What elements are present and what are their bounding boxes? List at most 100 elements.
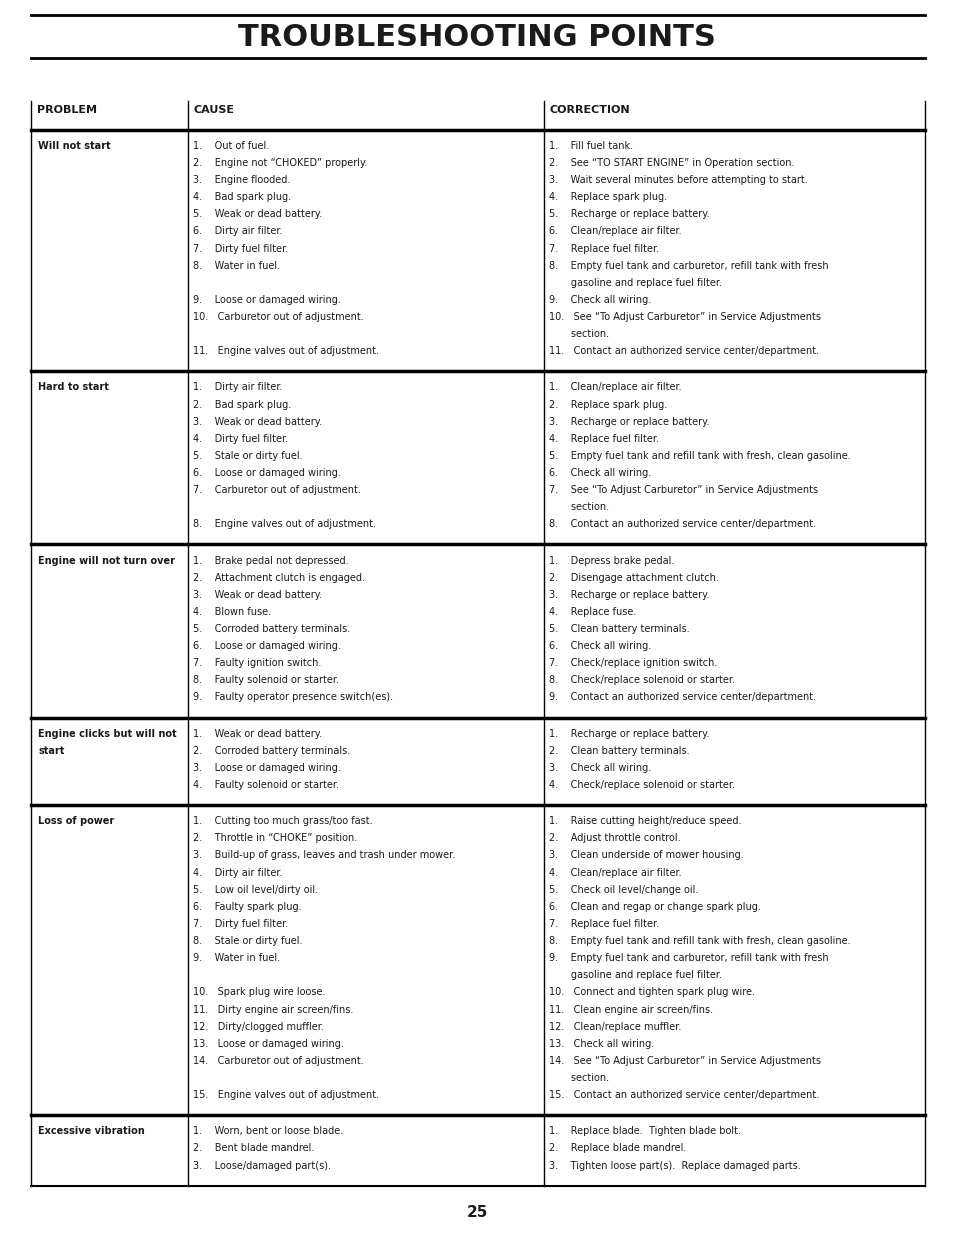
Text: 2.    Throttle in “CHOKE” position.: 2. Throttle in “CHOKE” position. [193, 834, 356, 844]
Text: 11.   Dirty engine air screen/fins.: 11. Dirty engine air screen/fins. [193, 1004, 353, 1014]
Text: Will not start: Will not start [38, 141, 111, 151]
Text: 2.    See “TO START ENGINE” in Operation section.: 2. See “TO START ENGINE” in Operation se… [548, 158, 793, 168]
Text: 8.    Faulty solenoid or starter.: 8. Faulty solenoid or starter. [193, 676, 338, 685]
Text: 11.   Contact an authorized service center/department.: 11. Contact an authorized service center… [548, 346, 818, 356]
Text: 4.    Dirty fuel filter.: 4. Dirty fuel filter. [193, 433, 288, 443]
Text: 8.    Empty fuel tank and carburetor, refill tank with fresh: 8. Empty fuel tank and carburetor, refil… [548, 261, 827, 270]
Text: 7.    Replace fuel filter.: 7. Replace fuel filter. [548, 243, 658, 253]
Text: 7.    Check/replace ignition switch.: 7. Check/replace ignition switch. [548, 658, 716, 668]
Text: Engine will not turn over: Engine will not turn over [38, 556, 175, 566]
Text: 12.   Clean/replace muffler.: 12. Clean/replace muffler. [548, 1021, 680, 1031]
Text: section.: section. [548, 329, 608, 340]
Text: 1.    Fill fuel tank.: 1. Fill fuel tank. [548, 141, 632, 151]
Text: 6.    Clean and regap or change spark plug.: 6. Clean and regap or change spark plug. [548, 902, 760, 911]
Text: 2.    Engine not “CHOKED” properly.: 2. Engine not “CHOKED” properly. [193, 158, 367, 168]
Text: 6.    Check all wiring.: 6. Check all wiring. [548, 468, 650, 478]
Text: 5.    Clean battery terminals.: 5. Clean battery terminals. [548, 624, 688, 634]
Text: 1.    Worn, bent or loose blade.: 1. Worn, bent or loose blade. [193, 1126, 342, 1136]
Text: 4.    Dirty air filter.: 4. Dirty air filter. [193, 868, 282, 878]
Text: 7.    Carburetor out of adjustment.: 7. Carburetor out of adjustment. [193, 485, 360, 495]
Text: CORRECTION: CORRECTION [549, 105, 630, 115]
Text: gasoline and replace fuel filter.: gasoline and replace fuel filter. [548, 278, 720, 288]
Text: 3.    Recharge or replace battery.: 3. Recharge or replace battery. [548, 416, 708, 426]
Text: 6.    Loose or damaged wiring.: 6. Loose or damaged wiring. [193, 468, 340, 478]
Text: 3.    Weak or dead battery.: 3. Weak or dead battery. [193, 416, 321, 426]
Text: 15.   Engine valves out of adjustment.: 15. Engine valves out of adjustment. [193, 1091, 378, 1100]
Text: 5.    Low oil level/dirty oil.: 5. Low oil level/dirty oil. [193, 884, 317, 894]
Text: 13.   Check all wiring.: 13. Check all wiring. [548, 1039, 653, 1049]
Text: 1.    Dirty air filter.: 1. Dirty air filter. [193, 383, 282, 393]
Text: 3.    Wait several minutes before attempting to start.: 3. Wait several minutes before attemptin… [548, 175, 806, 185]
Text: 4.    Check/replace solenoid or starter.: 4. Check/replace solenoid or starter. [548, 781, 734, 790]
Text: 10.   Spark plug wire loose.: 10. Spark plug wire loose. [193, 988, 325, 998]
Text: 5.    Weak or dead battery.: 5. Weak or dead battery. [193, 209, 321, 220]
Text: Excessive vibration: Excessive vibration [38, 1126, 145, 1136]
Text: PROBLEM: PROBLEM [37, 105, 97, 115]
Text: section.: section. [548, 503, 608, 513]
Text: 6.    Loose or damaged wiring.: 6. Loose or damaged wiring. [193, 641, 340, 651]
Text: Hard to start: Hard to start [38, 383, 109, 393]
Text: 2.    Disengage attachment clutch.: 2. Disengage attachment clutch. [548, 573, 718, 583]
Text: 5.    Corroded battery terminals.: 5. Corroded battery terminals. [193, 624, 350, 634]
Text: 4.    Bad spark plug.: 4. Bad spark plug. [193, 193, 291, 203]
Text: 6.    Faulty spark plug.: 6. Faulty spark plug. [193, 902, 301, 911]
Text: CAUSE: CAUSE [193, 105, 234, 115]
Text: Engine clicks but will not: Engine clicks but will not [38, 729, 176, 739]
Text: 14.   Carburetor out of adjustment.: 14. Carburetor out of adjustment. [193, 1056, 363, 1066]
Text: 11.   Engine valves out of adjustment.: 11. Engine valves out of adjustment. [193, 346, 378, 356]
Text: 8.    Contact an authorized service center/department.: 8. Contact an authorized service center/… [548, 520, 815, 530]
Text: 3.    Loose or damaged wiring.: 3. Loose or damaged wiring. [193, 763, 340, 773]
Text: 15.   Contact an authorized service center/department.: 15. Contact an authorized service center… [548, 1091, 818, 1100]
Text: 3.    Build-up of grass, leaves and trash under mower.: 3. Build-up of grass, leaves and trash u… [193, 851, 455, 861]
Text: 1.    Replace blade.  Tighten blade bolt.: 1. Replace blade. Tighten blade bolt. [548, 1126, 740, 1136]
Text: 9.    Faulty operator presence switch(es).: 9. Faulty operator presence switch(es). [193, 693, 393, 703]
Text: 7.    Replace fuel filter.: 7. Replace fuel filter. [548, 919, 658, 929]
Text: 9.    Water in fuel.: 9. Water in fuel. [193, 953, 279, 963]
Text: 8.    Engine valves out of adjustment.: 8. Engine valves out of adjustment. [193, 520, 375, 530]
Text: 10.   See “To Adjust Carburetor” in Service Adjustments: 10. See “To Adjust Carburetor” in Servic… [548, 312, 820, 322]
Text: section.: section. [548, 1073, 608, 1083]
Text: 5.    Recharge or replace battery.: 5. Recharge or replace battery. [548, 209, 708, 220]
Text: 1.    Recharge or replace battery.: 1. Recharge or replace battery. [548, 729, 708, 739]
Text: 4.    Replace fuse.: 4. Replace fuse. [548, 606, 636, 618]
Text: 1.    Depress brake pedal.: 1. Depress brake pedal. [548, 556, 673, 566]
Text: 9.    Empty fuel tank and carburetor, refill tank with fresh: 9. Empty fuel tank and carburetor, refil… [548, 953, 827, 963]
Text: 8.    Stale or dirty fuel.: 8. Stale or dirty fuel. [193, 936, 302, 946]
Text: 12.   Dirty/clogged muffler.: 12. Dirty/clogged muffler. [193, 1021, 323, 1031]
Text: 2.    Corroded battery terminals.: 2. Corroded battery terminals. [193, 746, 350, 756]
Text: Loss of power: Loss of power [38, 816, 114, 826]
Text: 10.   Carburetor out of adjustment.: 10. Carburetor out of adjustment. [193, 312, 363, 322]
Text: start: start [38, 746, 65, 756]
Text: 3.    Clean underside of mower housing.: 3. Clean underside of mower housing. [548, 851, 742, 861]
Text: 4.    Replace fuel filter.: 4. Replace fuel filter. [548, 433, 658, 443]
Text: 6.    Check all wiring.: 6. Check all wiring. [548, 641, 650, 651]
Text: 1.    Clean/replace air filter.: 1. Clean/replace air filter. [548, 383, 680, 393]
Text: 7.    See “To Adjust Carburetor” in Service Adjustments: 7. See “To Adjust Carburetor” in Service… [548, 485, 817, 495]
Text: 4.    Clean/replace air filter.: 4. Clean/replace air filter. [548, 868, 680, 878]
Text: 2.    Replace spark plug.: 2. Replace spark plug. [548, 400, 666, 410]
Text: 7.    Dirty fuel filter.: 7. Dirty fuel filter. [193, 919, 288, 929]
Text: 13.   Loose or damaged wiring.: 13. Loose or damaged wiring. [193, 1039, 343, 1049]
Text: 1.    Raise cutting height/reduce speed.: 1. Raise cutting height/reduce speed. [548, 816, 740, 826]
Text: 3.    Weak or dead battery.: 3. Weak or dead battery. [193, 590, 321, 600]
Text: 6.    Clean/replace air filter.: 6. Clean/replace air filter. [548, 226, 680, 236]
Text: 2.    Adjust throttle control.: 2. Adjust throttle control. [548, 834, 679, 844]
Text: 5.    Check oil level/change oil.: 5. Check oil level/change oil. [548, 884, 698, 894]
Text: 8.    Water in fuel.: 8. Water in fuel. [193, 261, 279, 270]
Text: 3.    Recharge or replace battery.: 3. Recharge or replace battery. [548, 590, 708, 600]
Text: 7.    Dirty fuel filter.: 7. Dirty fuel filter. [193, 243, 288, 253]
Text: 2.    Bad spark plug.: 2. Bad spark plug. [193, 400, 291, 410]
Text: 3.    Engine flooded.: 3. Engine flooded. [193, 175, 290, 185]
Text: 1.    Brake pedal not depressed.: 1. Brake pedal not depressed. [193, 556, 348, 566]
Text: 4.    Replace spark plug.: 4. Replace spark plug. [548, 193, 666, 203]
Text: 1.    Cutting too much grass/too fast.: 1. Cutting too much grass/too fast. [193, 816, 372, 826]
Text: 2.    Attachment clutch is engaged.: 2. Attachment clutch is engaged. [193, 573, 364, 583]
Text: 9.    Loose or damaged wiring.: 9. Loose or damaged wiring. [193, 295, 340, 305]
Text: 14.   See “To Adjust Carburetor” in Service Adjustments: 14. See “To Adjust Carburetor” in Servic… [548, 1056, 820, 1066]
Text: 5.    Stale or dirty fuel.: 5. Stale or dirty fuel. [193, 451, 302, 461]
Text: gasoline and replace fuel filter.: gasoline and replace fuel filter. [548, 971, 720, 981]
Text: 7.    Faulty ignition switch.: 7. Faulty ignition switch. [193, 658, 321, 668]
Text: 2.    Bent blade mandrel.: 2. Bent blade mandrel. [193, 1144, 314, 1153]
Text: 5.    Empty fuel tank and refill tank with fresh, clean gasoline.: 5. Empty fuel tank and refill tank with … [548, 451, 849, 461]
Text: 9.    Check all wiring.: 9. Check all wiring. [548, 295, 650, 305]
